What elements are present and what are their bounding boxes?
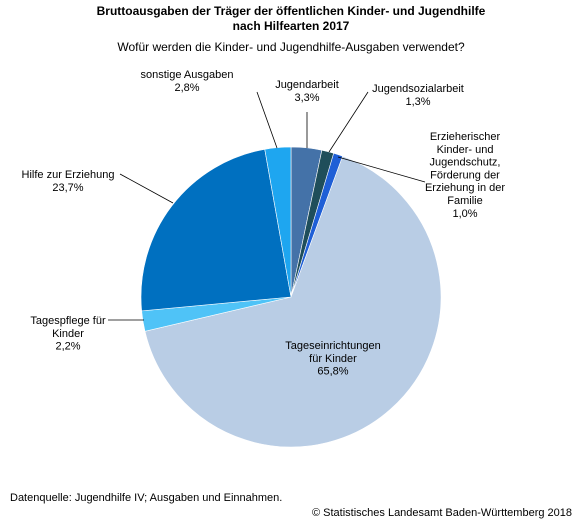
data-source-note: Datenquelle: Jugendhilfe IV; Ausgaben un… [10, 492, 283, 504]
slice-label-line: Kinder [52, 328, 84, 340]
slice-label-line: Tagespflege für [30, 315, 106, 327]
slice-label-4: Tagespflege für Kinder 2,2% [30, 315, 106, 353]
slice-label-line: 65,8% [317, 366, 348, 378]
pie-slice-3 [144, 155, 442, 448]
slice-label-line: Kinder- und [437, 144, 494, 156]
slice-label-line: Familie [447, 195, 482, 207]
slice-label-3: Tageseinrichtungen für Kinder 65,8% [285, 340, 380, 378]
slice-label-line: sonstige Ausgaben [141, 69, 234, 81]
slice-label-line: Förderung der [430, 169, 500, 181]
leader-line-5 [119, 173, 174, 204]
slice-label-line: 1,0% [452, 208, 477, 220]
slice-label-line: Hilfe zur Erziehung [22, 169, 115, 181]
copyright-note: © Statistisches Landesamt Baden-Württemb… [311, 507, 572, 519]
slice-label-line: Jugendsozialarbeit [372, 83, 464, 95]
slice-label-line: Tageseinrichtungen [285, 340, 380, 352]
slice-label-5: Hilfe zur Erziehung 23,7% [22, 169, 115, 194]
slice-label-line: Erziehung in der [425, 182, 505, 194]
slice-label-line: für Kinder [309, 353, 357, 365]
slice-label-1: Jugendsozialarbeit 1,3% [372, 83, 464, 108]
chart-title-line2: nach Hilfearten 2017 [232, 19, 350, 33]
slice-label-line: 3,3% [294, 92, 319, 104]
leader-line-1 [328, 91, 369, 153]
chart-subtitle: Wofür werden die Kinder- und Jugendhilfe… [117, 40, 465, 54]
chart-title: Bruttoausgaben der Träger der öffentlich… [0, 4, 582, 34]
leader-line-2 [337, 156, 426, 183]
slice-label-line: 1,3% [405, 96, 430, 108]
slice-label-line: 2,2% [55, 341, 80, 353]
chart-title-line1: Bruttoausgaben der Träger der öffentlich… [96, 4, 486, 18]
pie-slice-5 [140, 148, 292, 312]
slice-label-line: Jugendschutz, [430, 157, 501, 169]
slice-label-line: Erzieherischer [430, 131, 501, 143]
pie-slice-6 [264, 146, 292, 298]
slice-label-6: sonstige Ausgaben 2,8% [141, 69, 234, 94]
slice-label-0: Jugendarbeit 3,3% [275, 79, 339, 104]
slice-label-line: Jugendarbeit [275, 79, 339, 91]
slice-label-2: Erzieherischer Kinder- und Jugendschutz, Fö… [425, 131, 505, 220]
leader-line-6 [256, 91, 278, 149]
slice-label-line: 23,7% [52, 182, 83, 194]
slice-label-line: 2,8% [174, 82, 199, 94]
